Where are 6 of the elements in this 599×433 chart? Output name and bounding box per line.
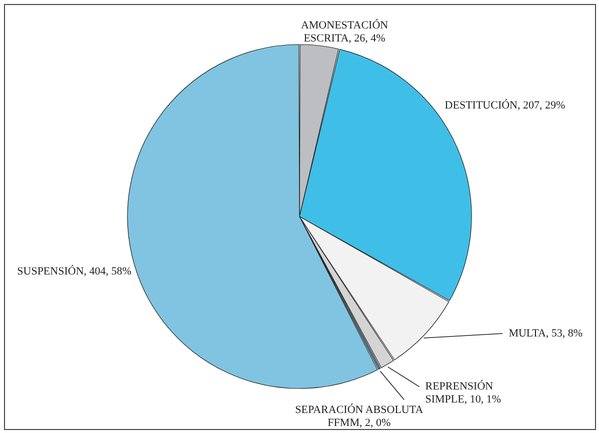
slice-label: DESTITUCIÓN, 207, 29% [444,98,566,112]
slice-label: AMONESTACIÓN ESCRITA, 26, 4% [300,18,388,44]
slice-label: REPRENSIÓN SIMPLE, 10, 1% [425,380,502,406]
slice-label: SUSPENSIÓN, 404, 58% [17,264,132,278]
slice-label: MULTA, 53, 8% [508,328,583,340]
slice-label: SEPARACIÓN ABSOLUTA FFMM, 2, 0% [295,402,424,429]
